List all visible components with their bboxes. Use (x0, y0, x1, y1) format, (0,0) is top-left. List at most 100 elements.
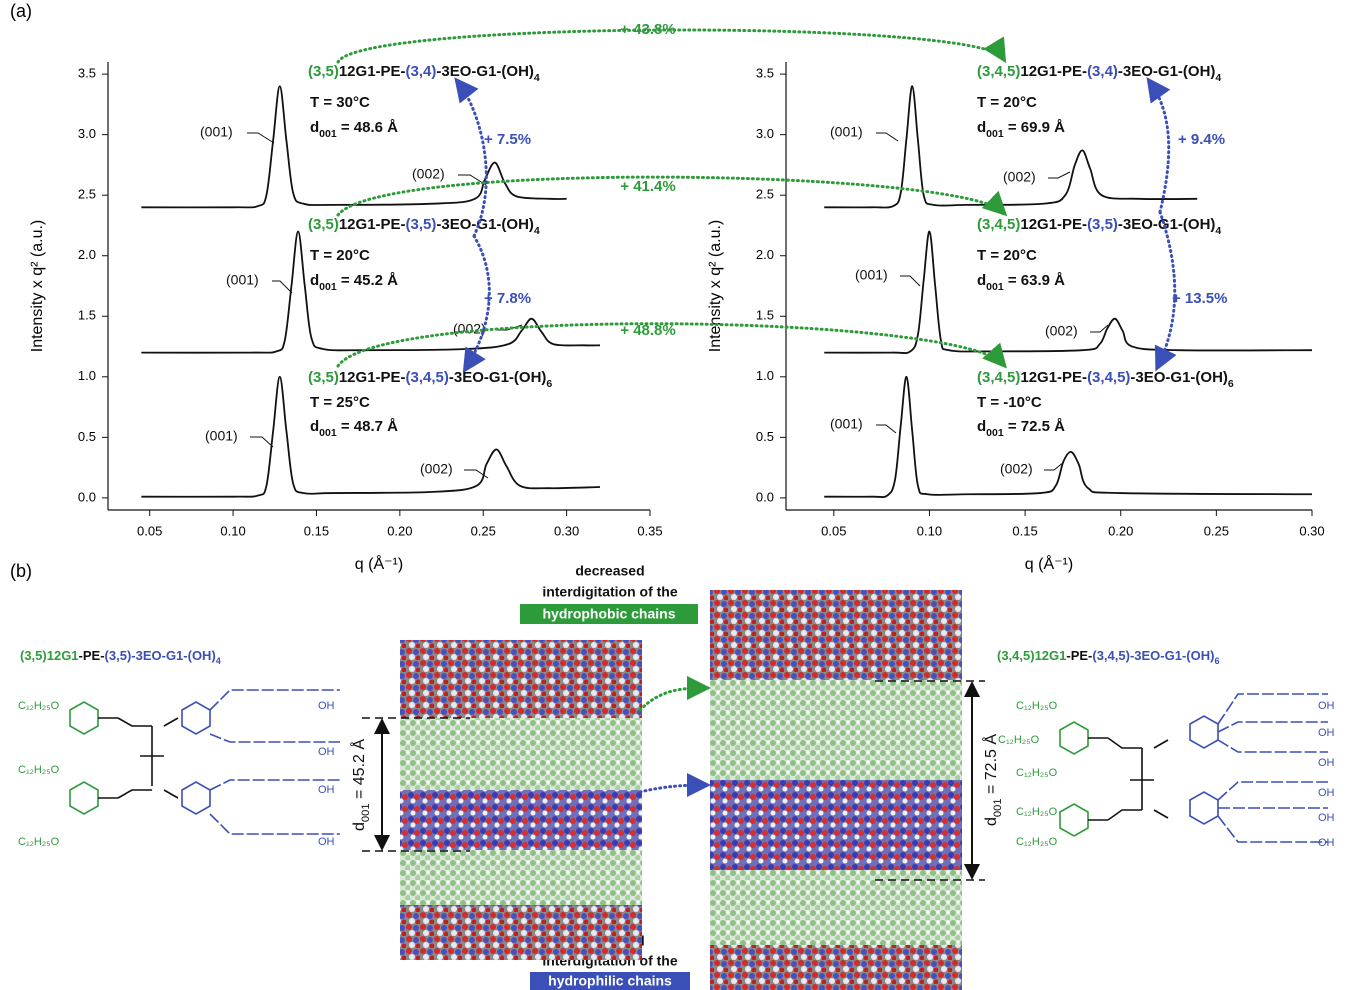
text-part: 4 (534, 225, 540, 237)
y-tick-label: 0.5 (78, 429, 96, 444)
hydroxyl-label: OH (318, 784, 335, 796)
text-part: -3EO-G1-(OH) (449, 369, 547, 386)
compound-label: (3,4,5)12G1-PE-(3,4,5)-3EO-G1-(OH)6 (977, 369, 1234, 390)
text-part: d (310, 272, 319, 289)
x-tick-label: 0.35 (637, 523, 662, 538)
text-part: 6 (1214, 656, 1219, 666)
trace (824, 377, 1312, 497)
panel-label: (b) (10, 561, 32, 581)
panel-b: decreased interdigitation of the hydroph… (18, 563, 1335, 990)
note: hydrophobic chains (542, 606, 675, 622)
y-tick-label: 0.0 (756, 489, 774, 504)
alkyl-label: C₁₂H₂₅O (18, 836, 60, 848)
text-part: = 48.6 Å (337, 119, 398, 136)
md-snapshot-right (710, 590, 962, 990)
text-part: 4 (534, 72, 540, 84)
x-tick-label: 0.10 (917, 523, 942, 538)
change-label: + 43.8% (620, 21, 675, 38)
text-part: -3EO-G1-(OH) (436, 216, 534, 233)
annotations-left: (3,5)12G1-PE-(3,4)-3EO-G1-(OH)4 T = 30°C… (200, 63, 552, 478)
x-tick-label: 0.30 (1299, 523, 1324, 538)
spacing: d001 = 72.5 Å (977, 418, 1065, 439)
trace (141, 232, 600, 353)
text-part: (3,4,5) (977, 63, 1020, 80)
text-part: (3,5) (308, 216, 339, 233)
text-part: = 45.2 Å (349, 739, 368, 804)
peak-label: (001) (226, 272, 259, 288)
text-part: = 45.2 Å (337, 272, 398, 289)
spacing: d001 = 45.2 Å (310, 272, 398, 293)
text-part: -PE- (1066, 648, 1092, 663)
spacing: d001 = 48.6 Å (310, 119, 398, 140)
compound-label: (3,5)12G1-PE-(3,5)-3EO-G1-(OH)4 (308, 216, 540, 237)
y-tick-label: 2.0 (756, 247, 774, 262)
peak-label: (001) (200, 124, 233, 140)
text-part: -3EO-G1-(OH) (1130, 369, 1228, 386)
text-part: 6 (1228, 378, 1234, 390)
text-part: d (977, 418, 986, 435)
temperature: T = 20°C (977, 247, 1037, 264)
text-part: -3EO-G1-(OH) (1118, 63, 1216, 80)
peak-label: (001) (830, 416, 863, 432)
x-tick-label: 0.05 (137, 523, 162, 538)
spacing: d001 = 48.7 Å (310, 418, 398, 439)
text-part: (3,5) (406, 216, 437, 233)
text-part: 001 (986, 128, 1004, 140)
y-tick-label: 1.5 (78, 308, 96, 323)
change-label: + 7.8% (484, 290, 531, 307)
text-part: d (351, 822, 368, 831)
alkyl-label: C₁₂H₂₅O (18, 764, 60, 776)
compound-label: (3,4,5)12G1-PE-(3,4)-3EO-G1-(OH)4 (977, 63, 1221, 84)
peak-label: (002) (1045, 323, 1078, 339)
change-label: + 48.8% (620, 322, 675, 339)
x-tick-label: 0.15 (304, 523, 329, 538)
y-axis-label: Intensity x q² (a.u.) (29, 220, 46, 353)
hydroxyl-label: OH (1318, 812, 1335, 824)
spacing-label: d001 = 72.5 Å (981, 734, 1004, 826)
text-part: 12G1-PE- (1020, 369, 1087, 386)
y-axis-label: Intensity x q² (a.u.) (707, 220, 724, 353)
change-label: + 13.5% (1172, 290, 1227, 307)
text-part: (3,5) (308, 63, 339, 80)
temperature: T = 20°C (310, 247, 370, 264)
y-tick-label: 2.0 (78, 247, 96, 262)
x-tick-label: 0.30 (554, 523, 579, 538)
hydroxyl-label: OH (318, 836, 335, 848)
text-part: (3,4,5) (977, 216, 1020, 233)
y-tick-label: 0.5 (756, 429, 774, 444)
y-tick-label: 1.0 (756, 368, 774, 383)
hydroxyl-label: OH (318, 700, 335, 712)
hydroxyl-label: OH (1318, 727, 1335, 739)
text-part: (3,4,5)12G1 (997, 648, 1066, 663)
note: interdigitation of the (542, 584, 678, 600)
x-tick-label: 0.25 (1204, 523, 1229, 538)
alkyl-label: C₁₂H₂₅O (18, 700, 60, 712)
text-part: 001 (360, 803, 372, 822)
text-part: d (983, 817, 1000, 826)
x-tick-label: 0.20 (387, 523, 412, 538)
y-tick-label: 3.0 (78, 126, 96, 141)
hydroxyl-label: OH (318, 746, 335, 758)
change-label: + 9.4% (1178, 131, 1225, 148)
y-tick-label: 1.5 (756, 308, 774, 323)
text-part: d (977, 119, 986, 136)
text-part: 001 (986, 427, 1004, 439)
alkyl-label: C₁₂H₂₅O (1016, 806, 1058, 818)
peak-label: (002) (412, 166, 445, 182)
structure-right (1060, 694, 1328, 842)
text-part: d (310, 418, 319, 435)
hydroxyl-label: OH (1318, 787, 1335, 799)
change-label: + 7.5% (484, 131, 531, 148)
alkyl-label: C₁₂H₂₅O (1016, 836, 1058, 848)
text-part: 6 (546, 378, 552, 390)
figure: (a) (b) 0.00.51.01.52.02.53.03.50.050.10… (0, 0, 1351, 990)
peak-label: (001) (855, 267, 888, 283)
peak-label: (002) (1000, 461, 1033, 477)
alkyl-label: C₁₂H₂₅O (998, 734, 1040, 746)
text-part: (3,5) (1087, 216, 1118, 233)
compound-label: (3,4,5)12G1-PE-(3,4,5)-3EO-G1-(OH)6 (997, 648, 1220, 666)
text-part: = 69.9 Å (1004, 119, 1065, 136)
y-tick-label: 0.0 (78, 489, 96, 504)
alkyl-label: C₁₂H₂₅O (1016, 700, 1058, 712)
peak-label: (002) (453, 321, 486, 337)
